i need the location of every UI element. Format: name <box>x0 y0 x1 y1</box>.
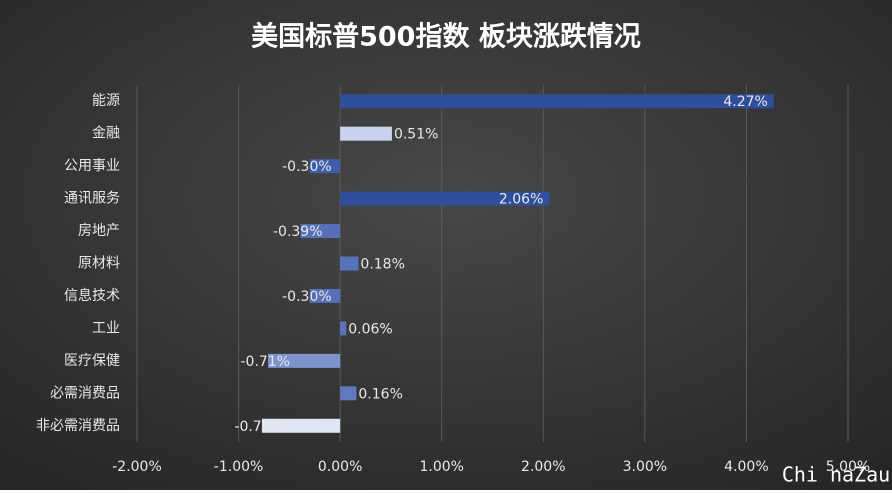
bar <box>268 353 341 368</box>
bar <box>340 386 357 401</box>
x-tick-label: 4.00% <box>724 459 768 475</box>
bar <box>309 159 341 174</box>
data-label: 0.16% <box>358 386 402 402</box>
x-tick-label: 3.00% <box>623 459 667 475</box>
bar <box>340 256 359 271</box>
bar <box>340 94 774 109</box>
y-tick-label: 原材料 <box>78 256 120 272</box>
bar <box>340 126 392 141</box>
x-tick-label: 0.00% <box>318 459 362 475</box>
y-tick-label: 医疗保健 <box>64 353 120 369</box>
y-tick-label: 必需消费品 <box>50 385 120 401</box>
bar <box>300 224 341 239</box>
bar <box>340 191 550 206</box>
data-label: -0.39% <box>273 224 323 240</box>
bar <box>340 321 347 336</box>
bar <box>309 288 341 303</box>
data-label: 0.51% <box>394 127 438 143</box>
data-label: -0.71% <box>240 354 290 370</box>
bar <box>261 418 341 433</box>
data-label: -0.30% <box>282 159 332 175</box>
x-tick-label: 5.00% <box>826 459 870 475</box>
y-tick-label: 房地产 <box>78 223 120 239</box>
y-tick-label: 信息技术 <box>64 287 120 304</box>
y-tick-label: 通讯服务 <box>64 191 120 207</box>
x-tick-label: -1.00% <box>214 459 264 475</box>
data-label: -0.77% <box>234 419 284 435</box>
data-label: 2.06% <box>499 192 543 208</box>
x-tick-label: 2.00% <box>521 459 565 475</box>
data-label: -0.30% <box>282 289 332 305</box>
y-tick-label: 非必需消费品 <box>36 418 120 434</box>
chart-title: 美国标普500指数 板块涨跌情况 <box>251 21 641 53</box>
y-tick-label: 能源 <box>92 93 120 109</box>
data-label: 0.06% <box>348 321 392 337</box>
data-label: 0.18% <box>360 257 404 273</box>
y-tick-label: 工业 <box>92 320 120 336</box>
x-tick-label: 1.00% <box>419 459 463 475</box>
watermark: Chi naZau <box>782 463 890 487</box>
y-tick-label: 金融 <box>92 126 120 142</box>
data-label: 4.27% <box>723 94 767 110</box>
x-tick-label: -2.00% <box>112 459 162 475</box>
y-tick-label: 公用事业 <box>64 158 120 174</box>
